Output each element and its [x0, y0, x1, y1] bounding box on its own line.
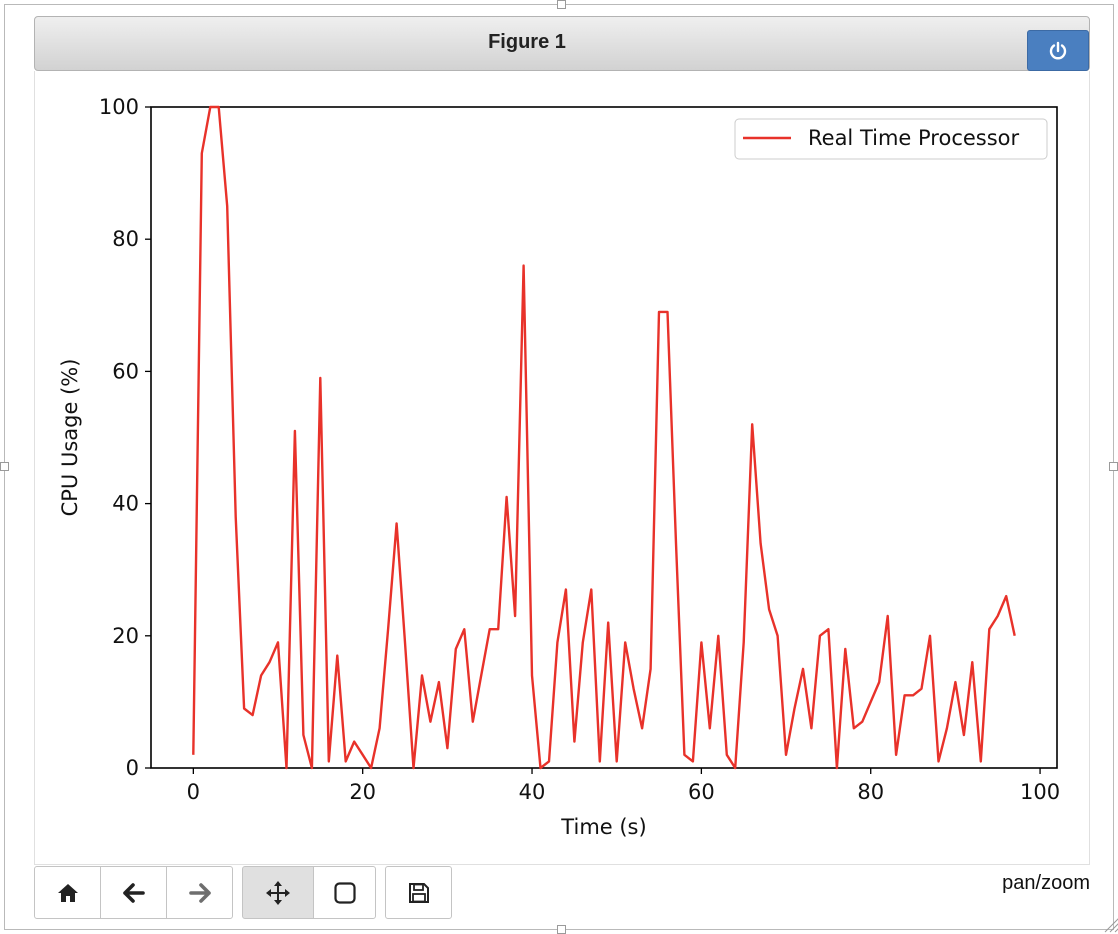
- resize-handle-right[interactable]: [1109, 462, 1118, 471]
- resize-handle-bottom[interactable]: [557, 925, 566, 934]
- arrow-right-icon: [188, 882, 211, 903]
- floppy-disk-icon: [408, 882, 429, 903]
- pan-button[interactable]: [242, 866, 314, 919]
- x-tick-label: 40: [519, 780, 546, 804]
- home-button[interactable]: [34, 866, 101, 919]
- x-tick-label: 60: [688, 780, 715, 804]
- x-tick-label: 0: [187, 780, 200, 804]
- move-icon: [266, 880, 290, 905]
- forward-button[interactable]: [166, 866, 233, 919]
- zoom-button[interactable]: [313, 866, 376, 919]
- back-button[interactable]: [100, 866, 167, 919]
- axes: [150, 106, 1058, 769]
- x-tick-label: 80: [857, 780, 884, 804]
- arrow-left-icon: [122, 882, 145, 903]
- legend-box: [734, 118, 1048, 160]
- power-icon: [1049, 41, 1067, 59]
- save-button[interactable]: [385, 866, 452, 919]
- toolbar-mode-label: pan/zoom: [1002, 872, 1090, 894]
- y-tick-label: 0: [126, 756, 139, 780]
- figure-canvas[interactable]: 0 20 40 60 80 100 0 20 40 60 80 100 Time (s) CPU Us…: [34, 71, 1118, 933]
- resize-handle-left[interactable]: [0, 462, 9, 471]
- x-axis-label: Time (s): [560, 815, 646, 839]
- home-icon: [57, 883, 78, 902]
- y-tick-label: 60: [112, 359, 139, 383]
- line-chart: 0 20 40 60 80 100 0 20 40 60 80 100 Time (s) CPU Us…: [58, 95, 1060, 839]
- y-tick-label: 100: [99, 95, 139, 119]
- series-line-real-time-processor: [192, 105, 1016, 770]
- ticks: 0 20 40 60 80 100 0 20 40 60 80 100: [99, 95, 1060, 804]
- legend: Real Time Processor: [734, 118, 1048, 160]
- y-tick-label: 40: [112, 492, 139, 516]
- x-tick-label: 20: [349, 780, 376, 804]
- y-tick-label: 20: [112, 624, 139, 648]
- y-axis-label: CPU Usage (%): [58, 359, 82, 517]
- x-tick-label: 100: [1020, 780, 1060, 804]
- y-tick-label: 80: [112, 227, 139, 251]
- resize-handle-top[interactable]: [557, 0, 566, 9]
- figure-title-bar: Figure 1: [34, 16, 1090, 71]
- legend-label: Real Time Processor: [808, 126, 1020, 150]
- plot-frame: [150, 106, 1058, 769]
- figure-title: Figure 1: [488, 31, 566, 53]
- close-figure-button[interactable]: [1027, 30, 1089, 71]
- square-icon: [333, 881, 356, 904]
- resize-grip-icon[interactable]: [1101, 911, 1118, 933]
